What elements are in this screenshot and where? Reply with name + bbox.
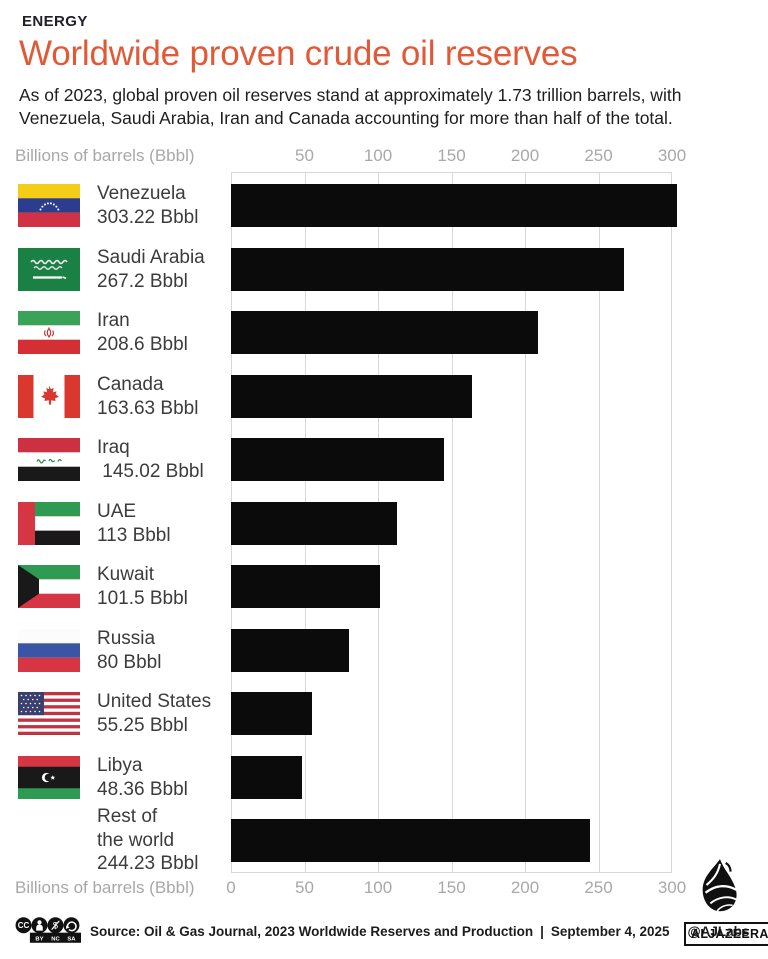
- row-label-iraq: Iraq 145.02 Bbbl: [97, 436, 204, 483]
- top-axis-tick-200: 200: [510, 146, 540, 165]
- bottom-axis-tick-200: 200: [510, 878, 540, 897]
- separator: |: [540, 923, 544, 939]
- country-name: Canada: [97, 374, 164, 395]
- row-label-canada: Canada 163.63 Bbbl: [97, 373, 198, 420]
- saudi-arabia-flag-icon: [18, 248, 80, 291]
- bar-uae: [231, 502, 398, 545]
- venezuela-flag-icon: [18, 184, 80, 227]
- united-states-flag-icon: [18, 692, 80, 735]
- bottom-axis-tick-100: 100: [363, 878, 393, 897]
- country-name: the world: [97, 829, 175, 851]
- country-value: 208.6 Bbbl: [97, 333, 188, 355]
- aljazeera-flame-logo: [702, 859, 737, 912]
- country-value: 244.23 Bbbl: [97, 853, 199, 875]
- uae-flag-icon: [18, 502, 80, 545]
- country-name: Iran: [97, 310, 130, 331]
- country-name: Venezuela: [97, 183, 186, 204]
- country-value: 145.02 Bbbl: [97, 460, 204, 482]
- license-letter-by: BY: [35, 936, 43, 942]
- country-name: Russia: [97, 628, 156, 649]
- bar-iran: [231, 311, 538, 354]
- row-label-russia: Russia 80 Bbbl: [97, 627, 161, 674]
- russia-flag-icon: [18, 629, 80, 672]
- country-value: 267.2 Bbbl: [97, 270, 188, 292]
- bottom-axis-label: Billions of barrels (Bbbl): [15, 878, 195, 897]
- bar-saudi-arabia: [231, 248, 624, 291]
- country-name: Kuwait: [97, 564, 155, 585]
- top-axis-tick-250: 250: [584, 146, 613, 165]
- country-value: 101.5 Bbbl: [97, 587, 188, 609]
- bar-russia: [231, 629, 349, 672]
- row-label-saudi-arabia: Saudi Arabia 267.2 Bbbl: [97, 246, 205, 293]
- ajlabs-credit: @AJLabs: [687, 923, 750, 939]
- country-name: UAE: [97, 501, 137, 522]
- cc-license-badge: CC $ BY NC SA: [15, 916, 81, 944]
- bar-kuwait: [231, 565, 381, 608]
- bar-canada: [231, 375, 472, 418]
- top-axis-tick-300: 300: [657, 146, 687, 165]
- row-label-iran: Iran 208.6 Bbbl: [97, 309, 188, 356]
- cc-glyph: CC: [18, 921, 30, 930]
- cc-by-nc-sa-icon: CC $ BY NC SA: [15, 917, 81, 943]
- page-title: Worldwide proven crude oil reserves: [19, 34, 578, 73]
- kuwait-flag-icon: [18, 565, 80, 608]
- aljazeera-wordmark: ALJAZEERA: [684, 922, 768, 946]
- country-value: 55.25 Bbbl: [97, 714, 188, 736]
- country-name: United States: [97, 691, 212, 712]
- gridline-200: [525, 172, 526, 873]
- row-label-venezuela: Venezuela 303.22 Bbbl: [97, 182, 198, 229]
- bottom-axis-tick-50: 50: [295, 878, 314, 897]
- bar-united-states: [231, 692, 313, 735]
- source-text: Source: Oil & Gas Journal, 2023 Worldwid…: [90, 923, 534, 939]
- date-text: September 4, 2025: [550, 923, 670, 939]
- top-axis-label: Billions of barrels (Bbbl): [15, 146, 195, 165]
- gridline-150: [451, 172, 453, 873]
- top-axis-tick-100: 100: [363, 146, 393, 165]
- row-label-rest-of-the-world: Rest of the world 244.23 Bbbl: [97, 805, 198, 876]
- iraq-flag-icon: [18, 438, 80, 481]
- bar-rest-of-the-world: [231, 819, 590, 862]
- bar-libya: [231, 756, 303, 799]
- row-label-uae: UAE 113 Bbbl: [97, 500, 171, 547]
- country-value: 303.22 Bbbl: [97, 206, 199, 228]
- libya-flag-icon: [18, 756, 80, 799]
- country-value: 48.36 Bbbl: [97, 778, 188, 800]
- country-name: Saudi Arabia: [97, 247, 205, 268]
- country-value: 80 Bbbl: [97, 651, 162, 673]
- canada-flag-icon: [18, 375, 80, 418]
- bottom-axis-tick-150: 150: [437, 878, 466, 897]
- bottom-axis-tick-250: 250: [584, 878, 613, 897]
- row-label-libya: Libya 48.36 Bbbl: [97, 754, 188, 801]
- bottom-axis-tick-0: 0: [226, 878, 236, 897]
- bar-iraq: [231, 438, 445, 481]
- country-value: 163.63 Bbbl: [97, 397, 199, 419]
- subtitle: As of 2023, global proven oil reserves s…: [19, 85, 682, 129]
- row-label-united-states: United States 55.25 Bbbl: [97, 690, 211, 737]
- source-line: Source: Oil & Gas Journal, 2023 Worldwid…: [90, 916, 749, 946]
- top-axis-tick-50: 50: [295, 146, 314, 165]
- country-name: Libya: [97, 755, 143, 776]
- iran-flag-icon: [18, 311, 80, 354]
- license-letter-nc: NC: [51, 936, 60, 942]
- row-label-kuwait: Kuwait 101.5 Bbbl: [97, 563, 188, 610]
- country-name: Iraq: [97, 437, 130, 458]
- bar-venezuela: [231, 184, 677, 227]
- top-axis-tick-150: 150: [437, 146, 466, 165]
- country-value: 113 Bbbl: [97, 524, 171, 546]
- license-letter-sa: SA: [67, 936, 76, 942]
- country-name: Rest of: [97, 806, 158, 828]
- gridline-250: [598, 172, 600, 873]
- kicker: ENERGY: [22, 13, 88, 30]
- bottom-axis-tick-300: 300: [657, 878, 687, 897]
